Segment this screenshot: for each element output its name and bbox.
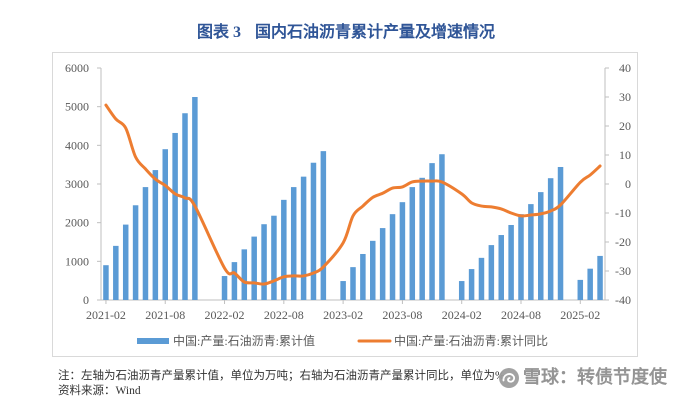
legend-bar-label: 中国:产量:石油沥青:累计值 [173, 333, 315, 348]
bar-2024-12 [557, 166, 564, 300]
right-axis-tick-label: 0 [625, 177, 631, 191]
x-axis-tick-label: 2021-02 [86, 308, 126, 322]
chart-title: 图表 3 国内石油沥青累计产量及增速情况 [0, 23, 692, 43]
bar-2023-05 [370, 240, 376, 300]
x-axis-tick-label: 2022-02 [205, 308, 245, 322]
bar-2022-08 [281, 199, 287, 300]
x-axis-tick-label: 2022-08 [264, 308, 304, 322]
legend-bar-swatch [137, 338, 169, 344]
x-axis-tick-label: 2025-02 [560, 308, 600, 322]
chart-svg: 0 1000 2000 3000 4000 5000 6000 40 30 20 10 0 -10 -20… [65, 61, 631, 348]
snowball-logo-icon [499, 368, 519, 388]
footnote-source: 资料来源：Wind [58, 385, 141, 397]
bar-2023-07 [389, 214, 396, 300]
right-axis-tick-label: -40 [615, 293, 631, 307]
legend: 中国:产量:石油沥青:累计值 中国:产量:石油沥青:累计同比 [137, 333, 548, 348]
bar-2021-11 [192, 97, 198, 300]
x-axis-tick-label: 2023-02 [323, 308, 363, 322]
watermark-text: 雪球：转债节度使 [523, 367, 667, 388]
bar-2022-06 [261, 224, 267, 300]
bar-2022-03 [231, 262, 238, 300]
bar-2022-10 [300, 176, 307, 300]
footnotes: 注：左轴为石油沥青产量累计值，单位为万吨；右轴为石油沥青产量累计同比，单位为% … [58, 369, 505, 399]
right-axis-tick-label: -20 [615, 235, 631, 249]
bar-2024-08 [518, 214, 524, 300]
bar-2024-05 [488, 245, 495, 300]
bar-2022-11 [310, 162, 317, 300]
bar-2021-05 [132, 205, 139, 300]
bar-2024-11 [547, 178, 554, 300]
line-series-group [104, 103, 602, 286]
legend-line-label: 中国:产量:石油沥青:累计同比 [394, 333, 548, 348]
figure-label: 图表 3 [196, 24, 241, 41]
x-axis-tick-label: 2021-08 [145, 308, 185, 322]
bar-2022-09 [290, 187, 297, 300]
bar-2022-07 [271, 215, 277, 300]
bar-2024-02 [458, 281, 465, 300]
bar-2023-04 [360, 253, 366, 300]
bar-2022-05 [251, 236, 257, 300]
x-axis-tick-label: 2024-02 [442, 308, 482, 322]
yoy-line [104, 103, 602, 286]
bar-2024-09 [528, 204, 534, 300]
bar-2022-04 [241, 249, 248, 300]
bar-2021-09 [172, 132, 178, 300]
right-axis-tick-label: 20 [619, 119, 631, 133]
bar-2025-03 [587, 268, 593, 300]
bar-2024-03 [468, 269, 475, 300]
x-axis-tick-label: 2023-08 [382, 308, 422, 322]
bar-2025-04 [597, 255, 603, 300]
right-axis-tick-label: 40 [619, 61, 631, 75]
left-axis-tick-label: 5000 [65, 100, 89, 114]
bar-2023-09 [409, 187, 416, 300]
bar-2021-10 [182, 113, 188, 300]
bar-2023-06 [379, 228, 386, 300]
bar-2023-03 [350, 267, 356, 300]
bar-2022-12 [320, 151, 327, 300]
right-axis-tick-label: -30 [615, 264, 631, 278]
left-axis-tick-label: 4000 [65, 138, 89, 152]
right-axis-tick-label: 10 [619, 148, 631, 162]
left-axis-tick-label: 1000 [65, 254, 89, 268]
bar-2023-11 [429, 163, 435, 300]
left-axis-tick-label: 6000 [65, 61, 89, 75]
bar-2021-03 [113, 245, 119, 300]
bar-2022-02 [221, 276, 228, 300]
bar-2024-04 [478, 257, 485, 300]
bar-2021-08 [162, 149, 168, 300]
bar-2023-02 [340, 281, 346, 300]
bar-series-group [103, 97, 603, 300]
bar-2021-07 [152, 170, 159, 300]
tick-labels-group: 0 1000 2000 3000 4000 5000 6000 40 30 20 10 0 -10 -20… [65, 61, 631, 322]
bar-2024-06 [498, 235, 504, 300]
left-axis-tick-label: 3000 [65, 177, 89, 191]
watermark: 雪球：转债节度使 [498, 367, 667, 389]
bar-2021-02 [103, 265, 109, 300]
bar-2024-10 [538, 192, 544, 300]
bar-2021-06 [142, 187, 149, 300]
chart-frame: 0 1000 2000 3000 4000 5000 6000 40 30 20 10 0 -10 -20… [52, 52, 638, 357]
chart-title-text: 国内石油沥青累计产量及增速情况 [255, 24, 496, 41]
bar-2023-10 [419, 177, 425, 300]
left-axis-tick-label: 0 [83, 293, 89, 307]
bar-2025-02 [577, 279, 584, 300]
bar-2024-07 [508, 224, 514, 300]
right-axis-tick-label: 30 [619, 90, 631, 104]
left-axis-tick-label: 2000 [65, 216, 89, 230]
bar-2023-08 [399, 202, 406, 300]
x-axis-tick-label: 2024-08 [501, 308, 541, 322]
right-axis-tick-label: -10 [615, 206, 631, 220]
footnote-units: 注：左轴为石油沥青产量累计值，单位为万吨；右轴为石油沥青产量累计同比，单位为% [58, 370, 505, 382]
bar-2023-12 [439, 154, 445, 300]
bar-2021-04 [122, 224, 129, 300]
